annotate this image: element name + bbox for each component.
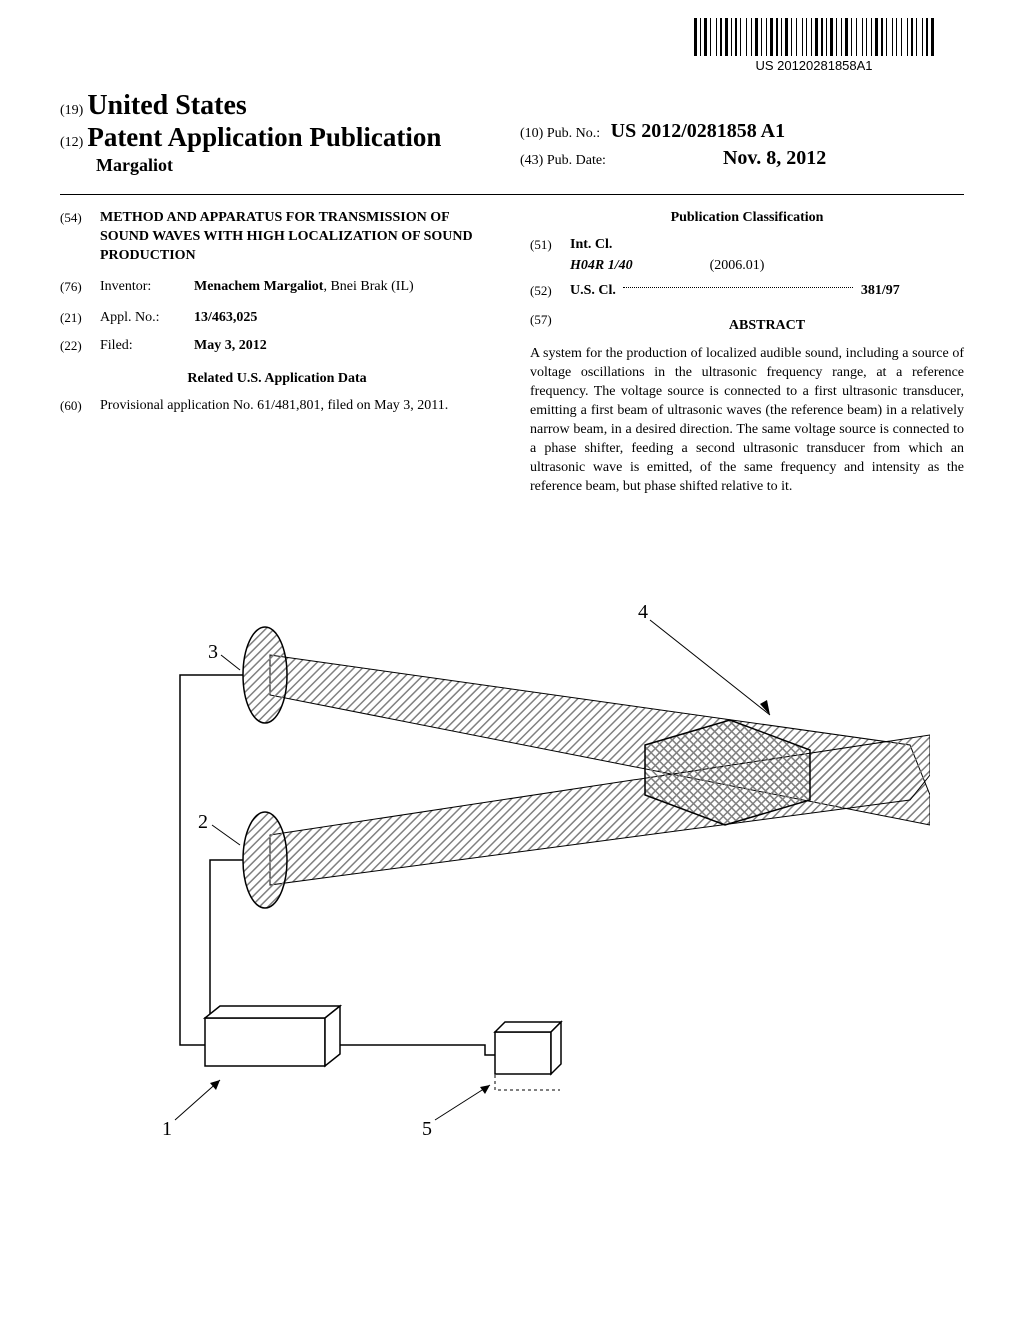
publication-type: Patent Application Publication (87, 122, 441, 152)
abstract-text: A system for the production of localized… (530, 345, 964, 496)
leader-3 (221, 655, 240, 670)
arrow-4 (760, 700, 770, 715)
uscl-value: 381/97 (861, 283, 900, 298)
header-right: (10) Pub. No.: US 2012/0281858 A1 (43) P… (520, 120, 826, 170)
leader-2 (212, 825, 240, 845)
transducer-2 (243, 812, 287, 908)
inventor-label: Inventor: (100, 278, 194, 297)
ref-5: 5 (422, 1118, 432, 1140)
publication-date: Nov. 8, 2012 (723, 147, 826, 169)
leader-5 (435, 1085, 490, 1120)
code-19: (19) (60, 103, 83, 118)
barcode-text: US 20120281858A1 (694, 58, 934, 73)
wire-dotted (495, 1075, 560, 1090)
code-51: (51) (530, 236, 570, 255)
intcl-label: Int. Cl. (570, 236, 964, 255)
right-column: Publication Classification (51) Int. Cl.… (530, 209, 964, 497)
leader-4 (650, 620, 770, 715)
provisional-text: Provisional application No. 61/481,801, … (100, 397, 494, 416)
publication-number: US 2012/0281858 A1 (611, 120, 785, 142)
abstract-heading: ABSTRACT (570, 317, 964, 336)
code-10: (10) (520, 126, 543, 141)
biblio-columns: (54) METHOD AND APPARATUS FOR TRANSMISSI… (60, 209, 964, 497)
code-12: (12) (60, 135, 83, 150)
ref-2: 2 (198, 811, 208, 833)
arrow-5 (480, 1085, 490, 1094)
divider (60, 194, 964, 195)
figure-svg: 3 2 4 1 5 (90, 600, 930, 1160)
intcl-date: (2006.01) (710, 258, 765, 273)
uscl-label: U.S. Cl. (570, 283, 616, 298)
left-column: (54) METHOD AND APPARATUS FOR TRANSMISSI… (60, 209, 494, 497)
code-21: (21) (60, 309, 100, 328)
intcl-code: H04R 1/40 (570, 258, 633, 273)
box-5 (495, 1022, 561, 1074)
code-43: (43) (520, 153, 543, 168)
applno-label: Appl. No.: (100, 309, 194, 328)
invention-title: METHOD AND APPARATUS FOR TRANSMISSION OF… (100, 209, 494, 266)
code-76: (76) (60, 278, 100, 297)
code-22: (22) (60, 337, 100, 356)
related-heading: Related U.S. Application Data (60, 370, 494, 389)
pubdate-label: Pub. Date: (547, 153, 606, 168)
transducer-3 (243, 627, 287, 723)
application-number: 13/463,025 (194, 309, 494, 328)
wire-2 (210, 860, 243, 1018)
arrow-1 (210, 1080, 220, 1090)
patent-figure: 3 2 4 1 5 (90, 600, 930, 1160)
barcode (694, 18, 934, 56)
pubno-label: Pub. No.: (547, 126, 600, 141)
filed-date: May 3, 2012 (194, 337, 494, 356)
barcode-block: US 20120281858A1 (694, 18, 934, 73)
wire-1-5 (328, 1045, 495, 1055)
header-left: (19) United States (12) Patent Applicati… (60, 90, 964, 176)
inventor-name: Menachem Margaliot (194, 279, 323, 294)
box-1 (205, 1006, 340, 1066)
filed-label: Filed: (100, 337, 194, 356)
code-57: (57) (530, 311, 570, 342)
country-name: United States (87, 90, 246, 121)
code-54: (54) (60, 209, 100, 266)
ref-4: 4 (638, 601, 648, 623)
code-52: (52) (530, 282, 570, 301)
inventor-location: , Bnei Brak (IL) (323, 279, 413, 294)
ref-3: 3 (208, 641, 218, 663)
uscl-dots (623, 287, 853, 288)
classification-heading: Publication Classification (530, 209, 964, 228)
code-60: (60) (60, 397, 100, 416)
ref-1: 1 (162, 1118, 172, 1140)
